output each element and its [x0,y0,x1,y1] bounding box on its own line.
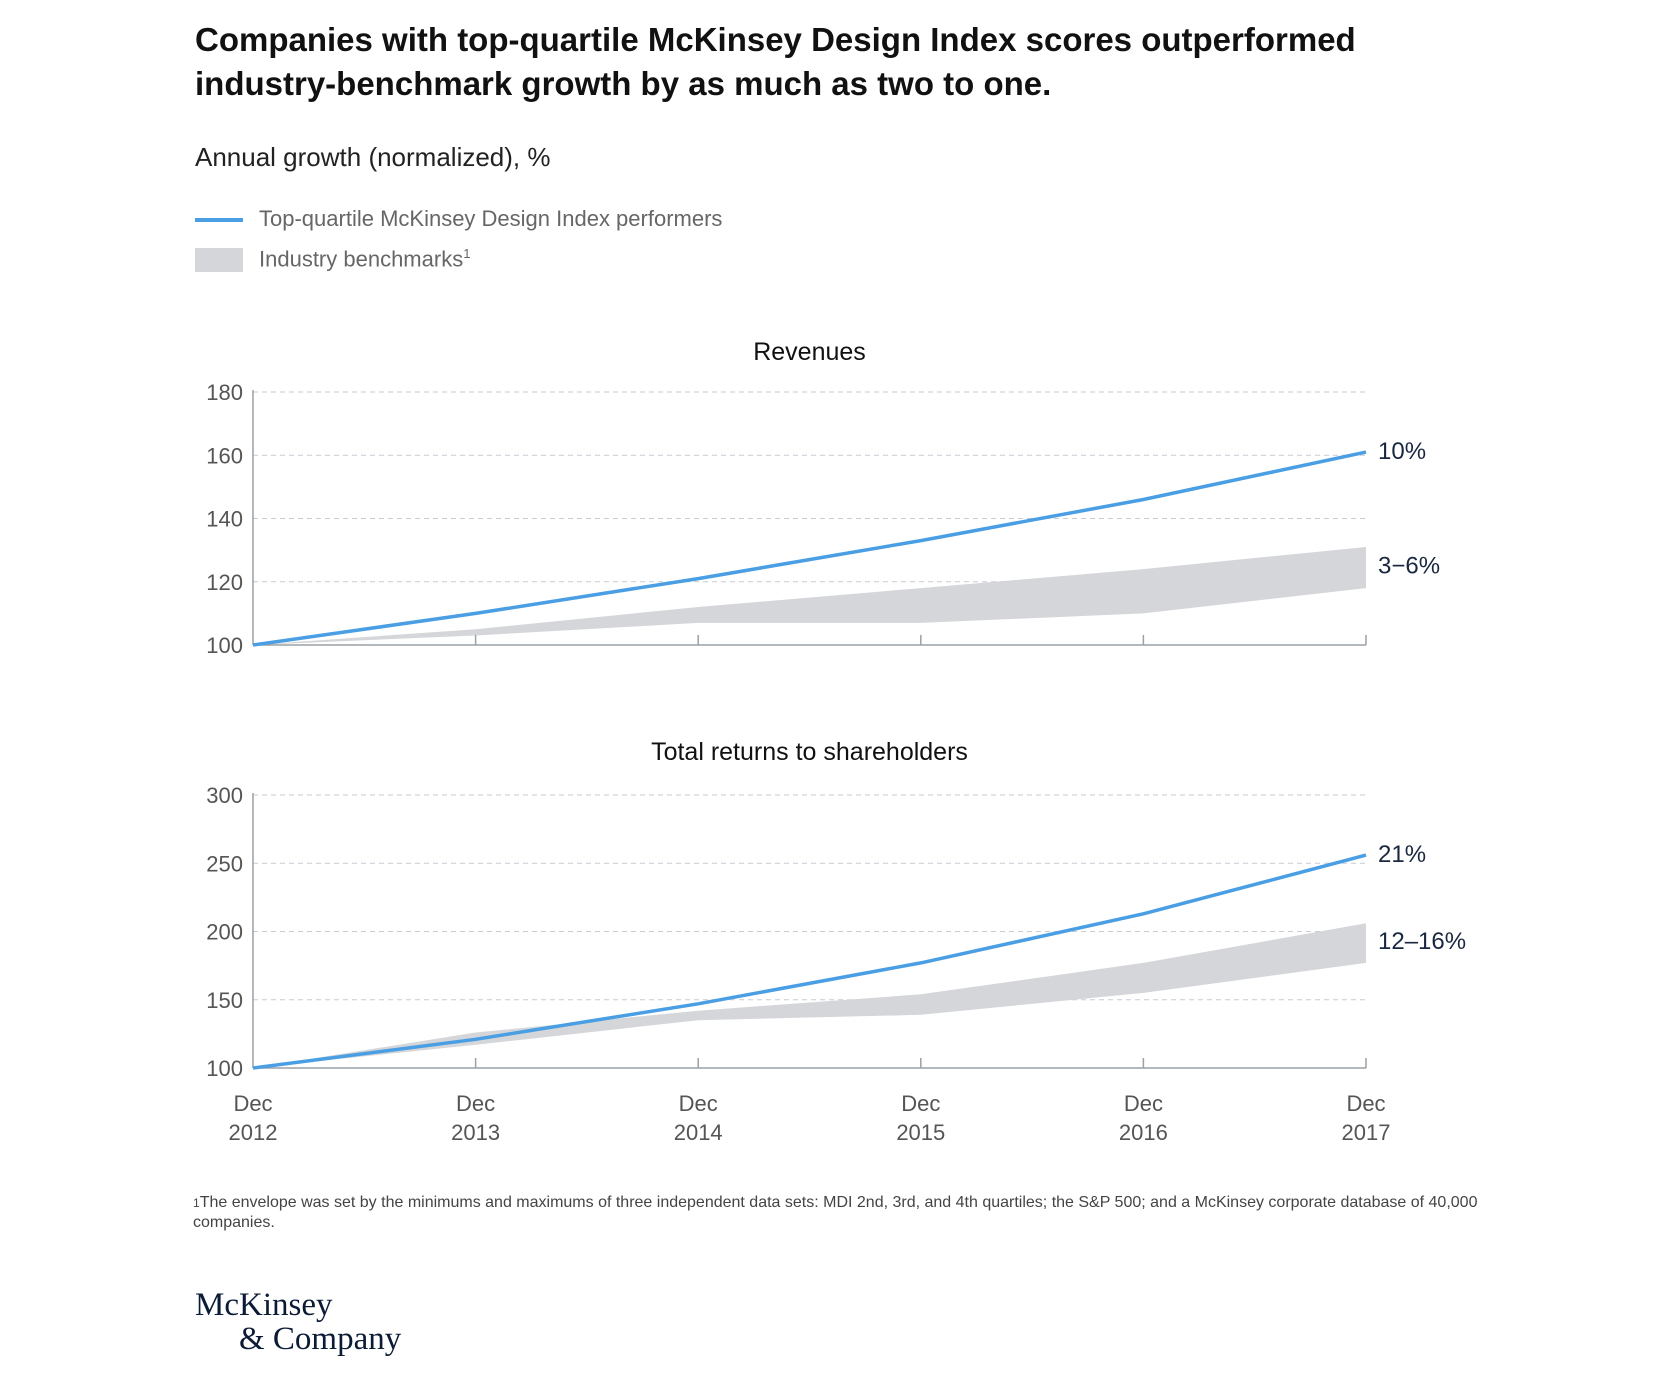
panel-2-title: Total returns to shareholders [651,738,968,766]
panel-2-y-tick-label: 300 [206,783,243,808]
panel-2-x-tick-label-year: 2013 [451,1120,500,1145]
panel-1-title: Revenues [753,338,866,366]
panel-1-y-tick-label: 160 [206,443,243,468]
logo-line-1: McKinsey [195,1287,333,1323]
panel-1-y-tick-label: 100 [206,633,243,658]
legend-band-label-wrap: Industry benchmarks1 [259,246,470,272]
chart-title: Companies with top-quartile McKinsey Des… [195,21,1356,102]
legend-line-swatch [195,218,243,222]
panel-2-x-tick-label-month: Dec [456,1091,495,1116]
panel-2-x-tick-label-year: 2017 [1342,1120,1391,1145]
legend-line-label: Top-quartile McKinsey Design Index perfo… [259,206,723,231]
logo-line-2: & Company [239,1321,402,1357]
panel-2-y-tick-label: 150 [206,988,243,1013]
panel-2-series-line [252,853,1367,1070]
panel-2-x-tick-label-year: 2015 [896,1120,945,1145]
footnote-mark: 1 [193,1196,200,1210]
panel-2-y-tick-label: 100 [206,1056,243,1081]
mckinsey-logo: McKinsey & Company [195,1288,401,1356]
panel-2-series-end-label: 21% [1378,841,1426,868]
legend-band-swatch [195,248,243,272]
panel-2-x-tick-label-year: 2014 [674,1120,723,1145]
panel-2-x-tick-label-month: Dec [1346,1091,1385,1116]
panel-1-series-end-label: 10% [1378,438,1426,465]
panel-2-y-tick-label: 250 [206,851,243,876]
chart-subtitle: Annual growth (normalized), % [195,142,551,172]
footnote-text: The envelope was set by the minimums and… [193,1194,1478,1231]
legend-band-label: Industry benchmarks [259,246,464,272]
panel-2-band-end-label: 12–16% [1378,928,1466,955]
panel-2-y-tick-label: 200 [206,920,243,945]
panel-1-y-tick-label: 120 [206,570,243,595]
panel-2-x-tick-label-year: 2012 [229,1120,278,1145]
panel-1-benchmark-band [253,547,1366,645]
panel-2-x-tick-label-year: 2016 [1119,1120,1168,1145]
panel-2-x-tick-label-month: Dec [679,1091,718,1116]
legend-band-footnote-mark: 1 [463,246,471,261]
footnote: 1The envelope was set by the minimums an… [193,1193,1523,1233]
panel-1-y-tick-label: 140 [206,507,243,532]
panel-1-y-tick-label: 180 [206,380,243,405]
panel-1-band-end-label: 3−6% [1378,553,1440,580]
panel-2-x-tick-label-month: Dec [901,1091,940,1116]
panel-2-x-tick-label-month: Dec [233,1091,272,1116]
panel-2-x-tick-label-month: Dec [1124,1091,1163,1116]
panel-1-series-line [252,450,1367,647]
